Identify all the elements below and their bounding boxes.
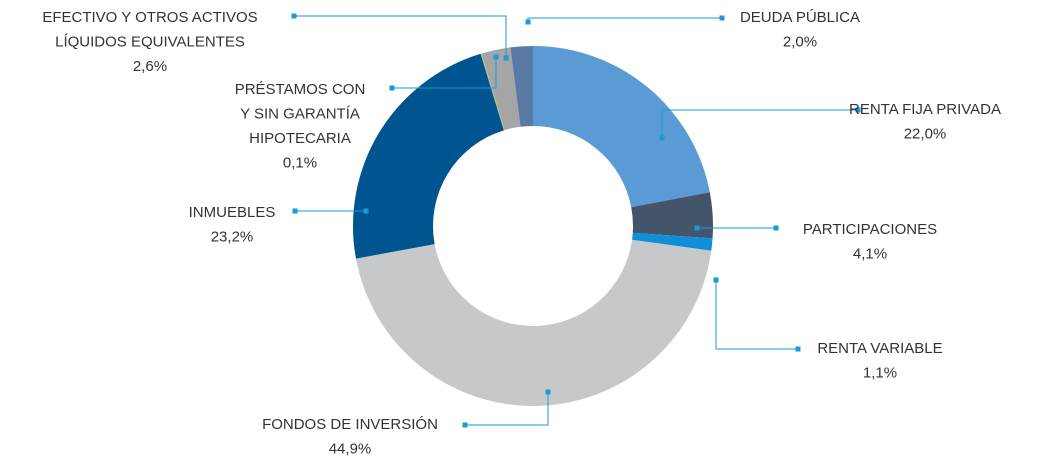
segment-value-label: 1,1% bbox=[863, 364, 897, 381]
donut-segment bbox=[481, 47, 521, 131]
leader-marker bbox=[659, 135, 665, 141]
donut-segment bbox=[510, 46, 533, 127]
leader-marker bbox=[291, 13, 297, 19]
segment-value-label: 2,6% bbox=[133, 58, 167, 75]
segment-value-label: 23,2% bbox=[211, 228, 254, 245]
leader-marker bbox=[694, 225, 700, 231]
leader-marker bbox=[795, 346, 801, 352]
donut-segment bbox=[353, 53, 504, 259]
segment-value-label: 0,1% bbox=[283, 154, 317, 171]
segment-label: HIPOTECARIA bbox=[249, 130, 351, 147]
donut-segment bbox=[631, 192, 713, 239]
donut-segment bbox=[480, 53, 505, 131]
donut-segment bbox=[632, 232, 713, 251]
donut-segment bbox=[355, 239, 712, 407]
leader-line bbox=[294, 15, 507, 58]
segment-value-label: 44,9% bbox=[329, 440, 372, 457]
segment-value-label: 4,1% bbox=[853, 245, 887, 262]
segment-label: RENTA VARIABLE bbox=[817, 340, 942, 357]
leader-marker bbox=[545, 389, 551, 395]
segment-label: PARTICIPACIONES bbox=[803, 221, 937, 238]
leader-line bbox=[392, 57, 497, 89]
leader-marker bbox=[503, 55, 509, 61]
segment-value-label: 2,0% bbox=[783, 33, 817, 50]
segment-label: INMUEBLES bbox=[189, 204, 276, 221]
leader-line bbox=[661, 109, 858, 138]
leader-marker bbox=[855, 107, 861, 113]
segment-label: Y SIN GARANTÍA bbox=[240, 105, 360, 122]
segment-label: RENTA FIJA PRIVADA bbox=[849, 101, 1001, 118]
donut-segment bbox=[533, 46, 710, 208]
segment-label: DEUDA PÚBLICA bbox=[740, 9, 860, 26]
leader-line bbox=[715, 280, 798, 350]
leader-marker bbox=[389, 85, 395, 91]
leader-marker bbox=[292, 208, 298, 214]
leader-marker bbox=[525, 19, 531, 25]
leader-line bbox=[527, 17, 722, 22]
leader-line bbox=[465, 392, 549, 426]
segment-value-label: 22,0% bbox=[904, 125, 947, 142]
segment-label: LÍQUIDOS EQUIVALENTES bbox=[55, 33, 245, 50]
segment-label: PRÉSTAMOS CON bbox=[235, 81, 366, 98]
leader-marker bbox=[363, 208, 369, 214]
leader-marker bbox=[719, 15, 725, 21]
leader-marker bbox=[493, 54, 499, 60]
leader-marker bbox=[462, 422, 468, 428]
leader-marker bbox=[713, 277, 719, 283]
segment-label: EFECTIVO Y OTROS ACTIVOS bbox=[42, 9, 257, 26]
leader-marker bbox=[773, 225, 779, 231]
segment-label: FONDOS DE INVERSIÓN bbox=[262, 416, 438, 433]
